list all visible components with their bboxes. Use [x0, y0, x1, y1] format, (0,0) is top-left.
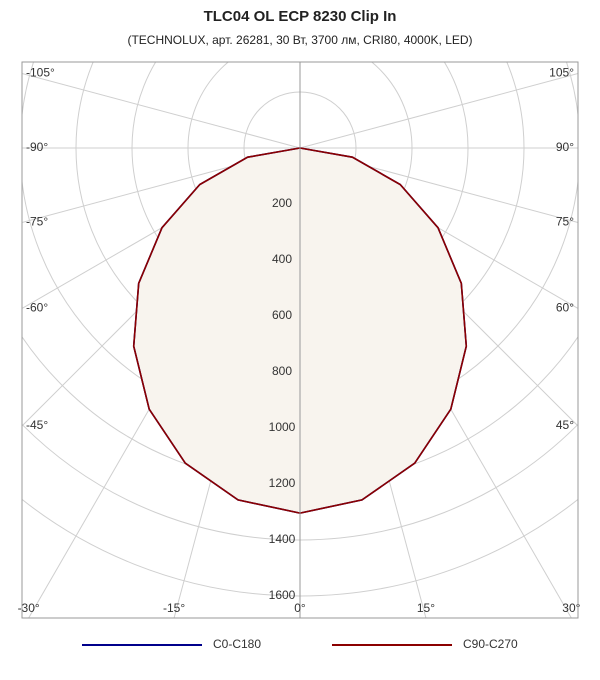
angle-tick-label: -105° — [26, 66, 55, 80]
angle-tick-label: -45° — [26, 418, 48, 432]
curve — [132, 147, 301, 514]
area-fill — [133, 148, 300, 514]
angle-tick-label: 15° — [417, 601, 435, 615]
angle-tick-label: 45° — [556, 418, 574, 432]
angle-tick-label: -15° — [163, 601, 185, 615]
r-tick-label: 200 — [272, 196, 292, 210]
overlay: -105° -90° -75° -60° -45° -30° -15° 0° 15° 30° 45°… — [18, 66, 581, 615]
r-tick-label: 800 — [272, 364, 292, 378]
r-tick-label: 600 — [272, 308, 292, 322]
curve — [299, 147, 468, 514]
angle-tick-label: -60° — [26, 301, 48, 315]
r-tick-label: 1200 — [269, 476, 296, 490]
angle-tick-label: 30° — [562, 601, 580, 615]
chart-subtitle: (TECHNOLUX, арт. 26281, 30 Вт, 3700 лм, … — [127, 33, 472, 47]
grid-line — [22, 73, 301, 149]
legend-label: C90-C270 — [463, 637, 518, 651]
angle-tick-label: -90° — [26, 140, 48, 154]
plot-border — [21, 61, 579, 619]
angle-tick-label: 105° — [549, 66, 574, 80]
angle-tick-label: 0° — [294, 601, 306, 615]
r-tick-label: 1000 — [269, 420, 296, 434]
angle-tick-label: 60° — [556, 301, 574, 315]
grid-line — [299, 73, 578, 149]
area-fill — [300, 148, 467, 514]
r-tick-label: 1600 — [269, 588, 296, 602]
r-tick-label: 1400 — [269, 532, 296, 546]
chart-title: TLC04 OL ECP 8230 Clip In — [204, 8, 397, 25]
plot-area — [22, 62, 578, 618]
angle-tick-label: -30° — [18, 601, 40, 615]
angle-tick-label: 90° — [556, 140, 574, 154]
angle-tick-label: 75° — [556, 215, 574, 229]
angle-tick-label: -75° — [26, 215, 48, 229]
r-tick-label: 400 — [272, 252, 292, 266]
legend-label: C0-C180 — [213, 637, 261, 651]
